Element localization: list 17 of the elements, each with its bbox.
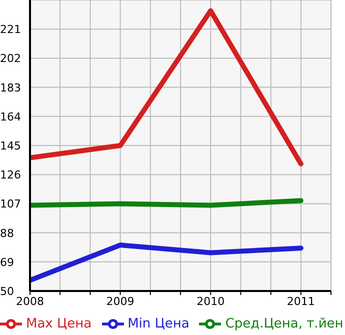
legend-label: Сред.Цена, т.йен (225, 316, 344, 332)
x-tick-label: 2008 (16, 294, 44, 308)
y-tick-label: 164 (0, 110, 21, 124)
x-tick-label: 2009 (106, 294, 134, 308)
y-tick-label: 50 (0, 285, 14, 298)
y-tick-label: 107 (0, 198, 21, 211)
x-tick-label: 2010 (196, 294, 225, 308)
y-tick-label: 69 (0, 256, 14, 269)
y-tick-label: 145 (0, 140, 21, 152)
legend-label: Min Цена (128, 316, 190, 332)
y-tick-label: 126 (0, 168, 21, 182)
legend-label: Max Цена (26, 316, 92, 332)
y-tick-label: 183 (0, 81, 21, 94)
x-tick-label: 2011 (286, 294, 315, 308)
y-tick-label: 221 (0, 23, 21, 36)
y-tick-label: 88 (0, 226, 14, 240)
y-tick-label: 202 (0, 52, 21, 66)
